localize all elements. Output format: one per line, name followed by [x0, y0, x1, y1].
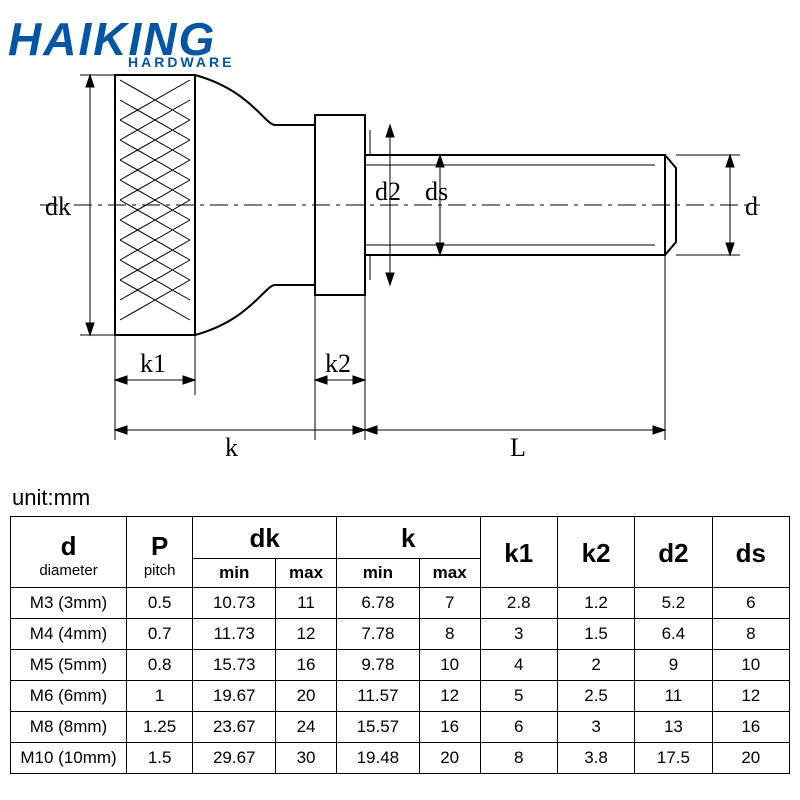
unit-label: unit:mm	[12, 485, 90, 511]
label-d2: d2	[375, 177, 401, 206]
dk-min: min	[193, 559, 276, 588]
col-k2: k2	[557, 517, 634, 588]
table-cell: 11	[276, 588, 337, 619]
table-cell: 20	[419, 743, 480, 774]
logo: HAIKING HARDWARE	[8, 12, 216, 66]
table-cell: 24	[276, 712, 337, 743]
table-cell: 9.78	[336, 650, 419, 681]
table-cell: 12	[419, 681, 480, 712]
table-cell: 23.67	[193, 712, 276, 743]
table-cell: 16	[712, 712, 789, 743]
table-cell: 6.4	[635, 619, 712, 650]
table-cell: 6.78	[336, 588, 419, 619]
table-body: M3 (3mm)0.510.73116.7872.81.25.26M4 (4mm…	[11, 588, 790, 774]
table-cell: 20	[276, 681, 337, 712]
table-cell: M10 (10mm)	[11, 743, 127, 774]
screw-diagram: dk d2 ds d	[20, 60, 780, 480]
table-cell: 11.57	[336, 681, 419, 712]
table-cell: 10	[712, 650, 789, 681]
col-d2: d2	[635, 517, 712, 588]
table-row: M4 (4mm)0.711.73127.78831.56.48	[11, 619, 790, 650]
table-cell: M8 (8mm)	[11, 712, 127, 743]
label-d: d	[745, 192, 758, 221]
table-cell: 16	[419, 712, 480, 743]
label-ds: ds	[425, 177, 448, 206]
table-cell: M4 (4mm)	[11, 619, 127, 650]
table-cell: 12	[276, 619, 337, 650]
k-min: min	[336, 559, 419, 588]
col-d: d	[13, 525, 124, 562]
k-max: max	[419, 559, 480, 588]
table-cell: 20	[712, 743, 789, 774]
table-cell: 1.5	[557, 619, 634, 650]
table-cell: 13	[635, 712, 712, 743]
table-cell: 2.5	[557, 681, 634, 712]
table-cell: 3	[480, 619, 557, 650]
col-ds: ds	[712, 517, 789, 588]
col-p-sub: pitch	[129, 562, 190, 579]
table-cell: 2.8	[480, 588, 557, 619]
table-cell: 3.8	[557, 743, 634, 774]
table-cell: 8	[419, 619, 480, 650]
table-cell: 7	[419, 588, 480, 619]
table-cell: M5 (5mm)	[11, 650, 127, 681]
table-cell: 4	[480, 650, 557, 681]
label-k1: k1	[140, 349, 166, 378]
table-cell: M6 (6mm)	[11, 681, 127, 712]
table-cell: 5.2	[635, 588, 712, 619]
table-cell: 1.25	[127, 712, 193, 743]
table-cell: 0.5	[127, 588, 193, 619]
table-row: M5 (5mm)0.815.73169.781042910	[11, 650, 790, 681]
table-cell: 29.67	[193, 743, 276, 774]
table-cell: 5	[480, 681, 557, 712]
table-cell: 0.7	[127, 619, 193, 650]
table-cell: 16	[276, 650, 337, 681]
table-cell: 15.57	[336, 712, 419, 743]
table-cell: 19.67	[193, 681, 276, 712]
table-row: M8 (8mm)1.2523.672415.5716631316	[11, 712, 790, 743]
table-cell: 8	[480, 743, 557, 774]
table-cell: 15.73	[193, 650, 276, 681]
col-k: k	[336, 517, 480, 559]
table-row: M3 (3mm)0.510.73116.7872.81.25.26	[11, 588, 790, 619]
table-cell: 10.73	[193, 588, 276, 619]
col-k1: k1	[480, 517, 557, 588]
table-cell: 6	[480, 712, 557, 743]
col-dk: dk	[193, 517, 337, 559]
table-cell: 1.2	[557, 588, 634, 619]
table-cell: 12	[712, 681, 789, 712]
table-row: M10 (10mm)1.529.673019.482083.817.520	[11, 743, 790, 774]
table-cell: 6	[712, 588, 789, 619]
table-cell: 8	[712, 619, 789, 650]
table-cell: 3	[557, 712, 634, 743]
table-cell: 1.5	[127, 743, 193, 774]
table-cell: 7.78	[336, 619, 419, 650]
label-k: k	[225, 433, 238, 462]
table-cell: 10	[419, 650, 480, 681]
label-dk: dk	[45, 192, 71, 221]
table-cell: 9	[635, 650, 712, 681]
col-p: P	[129, 525, 190, 562]
dimension-table: d diameter P pitch dk k k1 k2 d2 ds min …	[10, 516, 790, 774]
table-cell: 0.8	[127, 650, 193, 681]
table-header-row: d diameter P pitch dk k k1 k2 d2 ds	[11, 517, 790, 559]
dk-max: max	[276, 559, 337, 588]
table-cell: 17.5	[635, 743, 712, 774]
label-L: L	[510, 433, 526, 462]
table-cell: 1	[127, 681, 193, 712]
table-cell: 19.48	[336, 743, 419, 774]
table-cell: 11.73	[193, 619, 276, 650]
table-cell: 11	[635, 681, 712, 712]
label-k2: k2	[325, 349, 351, 378]
table-cell: 2	[557, 650, 634, 681]
table-cell: M3 (3mm)	[11, 588, 127, 619]
col-d-sub: diameter	[13, 562, 124, 579]
table-row: M6 (6mm)119.672011.571252.51112	[11, 681, 790, 712]
table-cell: 30	[276, 743, 337, 774]
